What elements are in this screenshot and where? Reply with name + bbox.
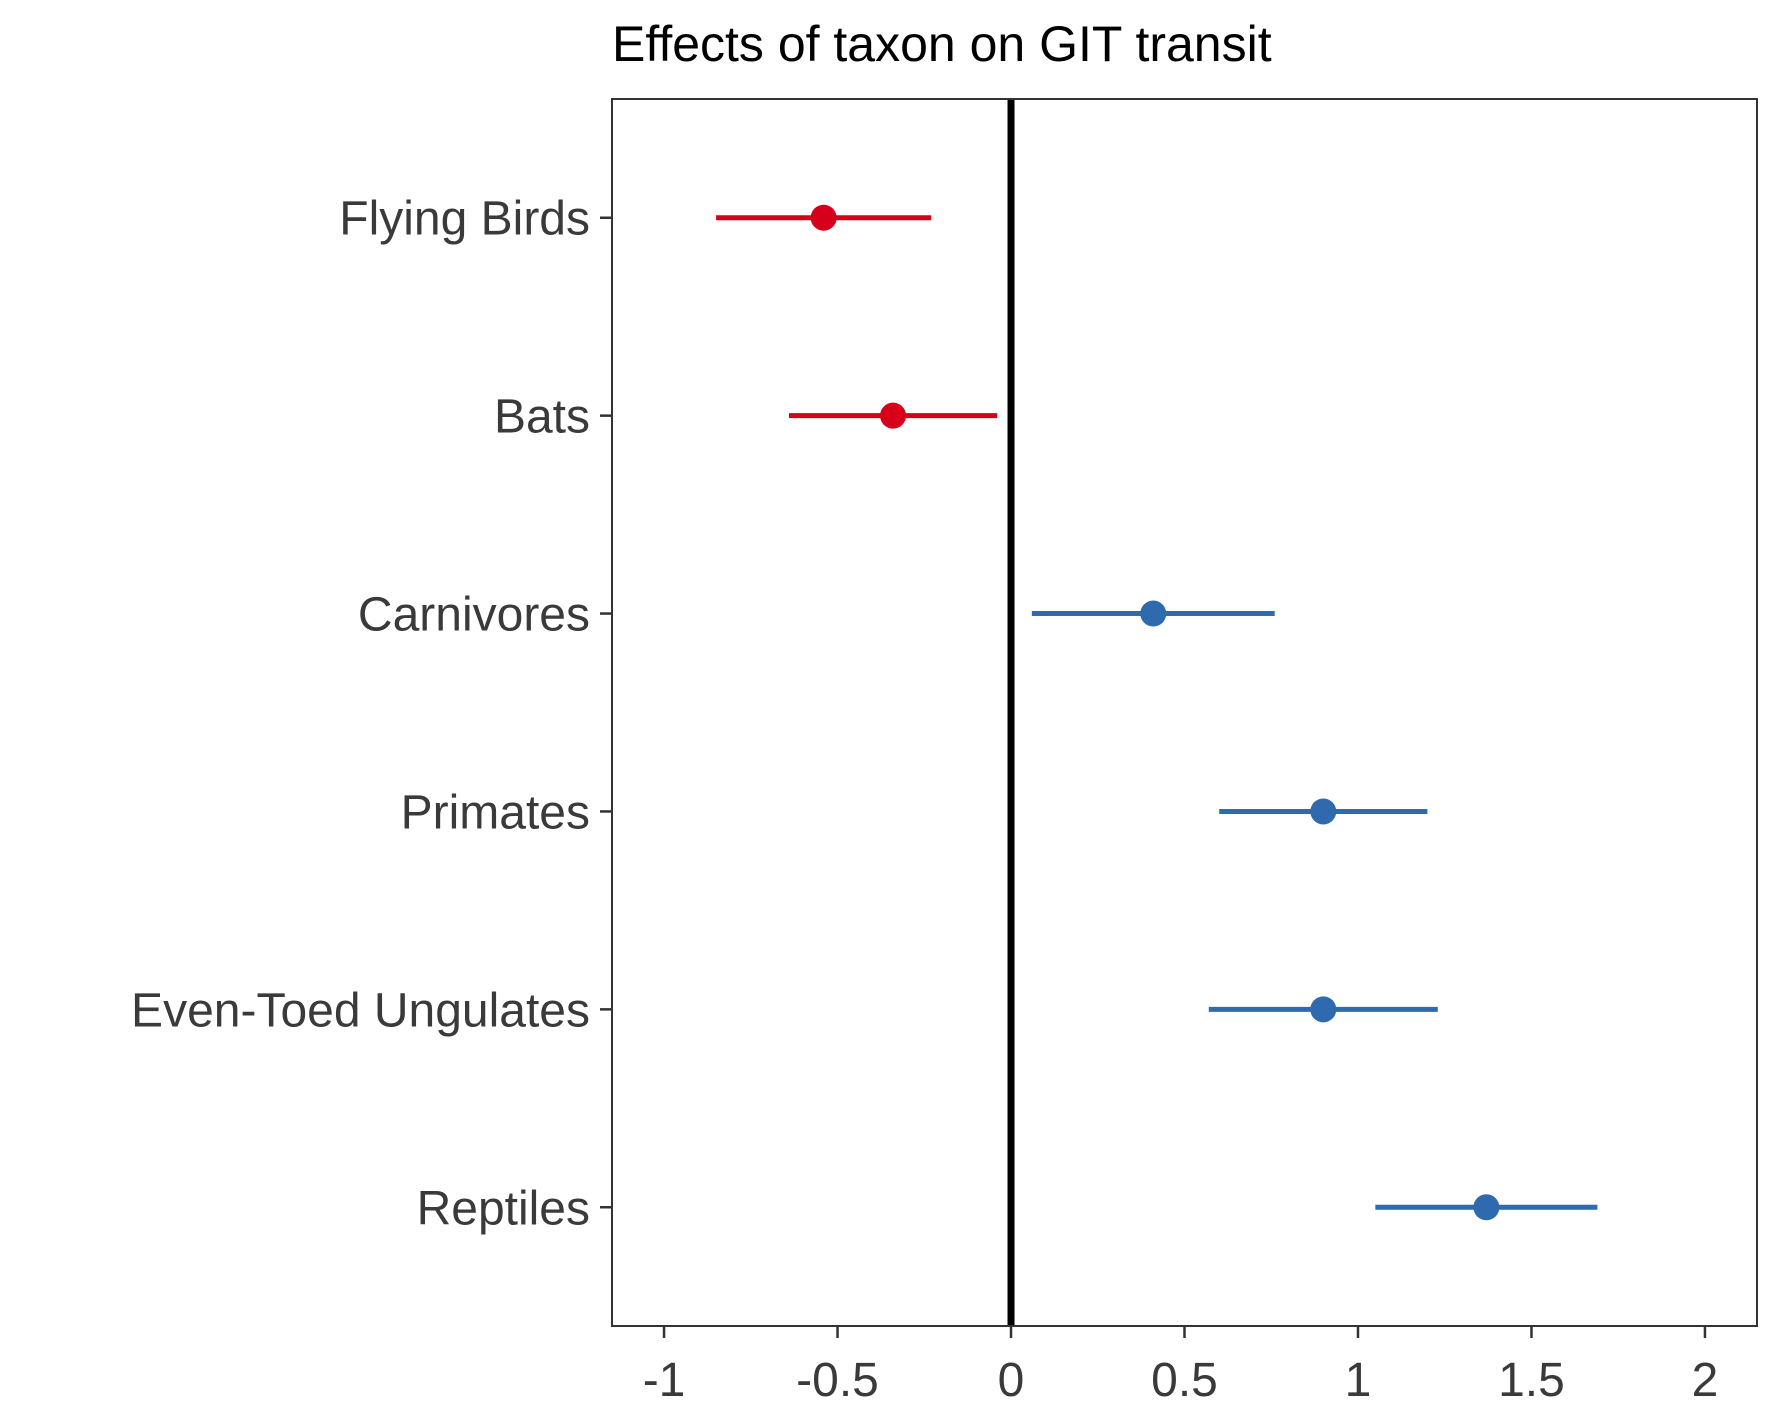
x-tick-label: 2 xyxy=(1692,1354,1719,1407)
y-tick-label: Reptiles xyxy=(417,1182,590,1235)
data-layer xyxy=(716,204,1598,1221)
plot-panel-border xyxy=(611,98,1758,1327)
point-estimate xyxy=(1473,1194,1500,1221)
chart-title: Effects of taxon on GIT transit xyxy=(612,16,1272,72)
y-tick-label: Carnivores xyxy=(358,589,590,642)
y-tick-label: Flying Birds xyxy=(339,193,590,246)
x-tick-label: 0 xyxy=(998,1354,1025,1407)
point-estimate xyxy=(880,402,907,429)
x-tick-label: -0.5 xyxy=(796,1354,879,1407)
x-tick-label: 1.5 xyxy=(1498,1354,1565,1407)
axis-ticks: -1 -0.5 0 0.5 1 1.5 2 Flying Birds Bats Carnivore… xyxy=(131,193,1718,1407)
point-estimate xyxy=(1140,600,1167,627)
x-tick-label: 1 xyxy=(1345,1354,1372,1407)
y-tick-label: Even-Toed Ungulates xyxy=(131,984,590,1037)
y-tick-label: Primates xyxy=(401,786,590,839)
x-tick-label: 0.5 xyxy=(1151,1354,1218,1407)
y-tick-label: Bats xyxy=(494,391,590,444)
point-estimate xyxy=(1310,996,1337,1023)
point-estimate xyxy=(1310,798,1337,825)
point-estimate xyxy=(810,204,837,231)
x-tick-label: -1 xyxy=(643,1354,686,1407)
